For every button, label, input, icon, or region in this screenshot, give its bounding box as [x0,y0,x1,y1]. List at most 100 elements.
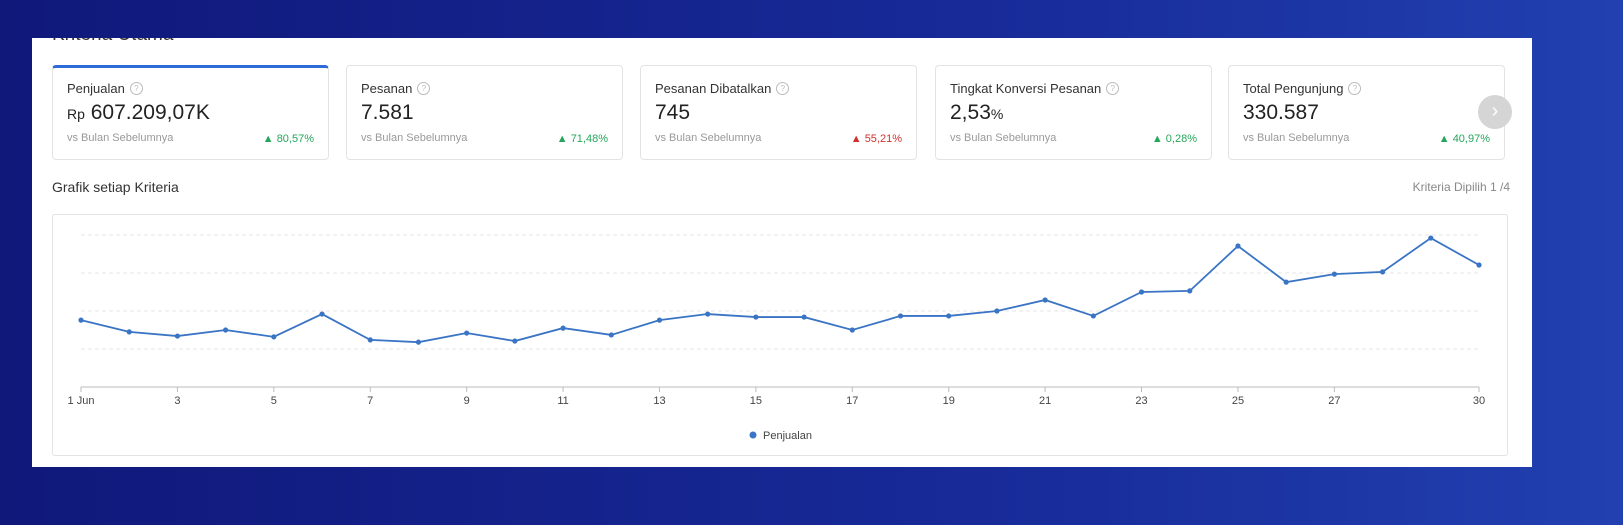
triangle-up-icon: ▲ [850,133,862,145]
x-tick-label: 3 [174,395,180,407]
x-tick-label: 15 [750,395,762,407]
metric-label-text: Total Pengunjung [1243,81,1344,96]
change-value: 55,21% [864,133,902,145]
data-point [512,338,518,344]
data-point [560,325,566,331]
main-panel: Kriteria Utama Penjualan? Rp 607.209,07K… [32,38,1532,467]
x-tick-label: 11 [557,395,568,407]
series-line-penjualan [80,236,1480,344]
x-tick-label: 5 [271,395,277,407]
change-indicator: ▲ 40,97% [1439,133,1490,145]
x-tick-label: 13 [653,395,665,407]
x-tick-label: 1 Jun [68,395,95,407]
change-indicator: ▲ 0,28% [1152,133,1197,145]
data-point [415,339,422,345]
data-point [849,327,855,333]
x-tick-label: 23 [1135,395,1147,407]
currency-prefix: Rp [67,106,85,122]
data-point [223,327,229,333]
triangle-up-icon: ▲ [1151,133,1163,145]
compare-label: vs Bulan Sebelumnya [1243,132,1350,144]
data-point [656,317,663,323]
data-point [1283,279,1289,285]
data-point [1090,313,1096,319]
x-tick-label: 21 [1039,395,1051,407]
x-tick-label: 7 [367,395,373,407]
data-point [994,308,1000,314]
metric-label: Pesanan Dibatalkan? [655,81,790,96]
triangle-up-icon: ▲ [262,133,274,145]
metric-label-text: Tingkat Konversi Pesanan [950,81,1102,96]
criteria-selected-count: Kriteria Dipilih 1 /4 [1412,180,1510,194]
triangle-up-icon: ▲ [1438,133,1450,145]
data-point [1476,262,1482,268]
metric-value: 745 [655,101,690,125]
help-icon[interactable]: ? [417,82,431,95]
data-point [1428,235,1434,241]
help-icon[interactable]: ? [776,82,790,95]
metric-value-text: 2,53 [950,101,991,124]
metric-label-text: Pesanan [361,81,413,96]
help-icon[interactable]: ? [1106,82,1120,95]
x-tick-label: 25 [1232,395,1244,407]
metric-label: Tingkat Konversi Pesanan? [950,81,1120,96]
compare-label: vs Bulan Sebelumnya [67,132,174,144]
data-point [946,313,952,319]
metric-label-text: Penjualan [67,81,125,96]
next-arrow-button[interactable]: › [1478,95,1512,129]
metric-value: 330.587 [1243,101,1319,125]
data-point [319,311,325,317]
change-value: 71,48% [570,133,608,145]
data-point [753,314,759,320]
metric-card-1[interactable]: Pesanan? 7.581 vs Bulan Sebelumnya ▲ 71,… [346,65,623,160]
change-indicator: ▲ 55,21% [851,133,902,145]
metric-label: Total Pengunjung? [1243,81,1362,96]
metric-unit: % [990,106,1004,122]
data-point [271,334,277,340]
data-point [1187,288,1193,294]
help-icon[interactable]: ? [1348,82,1362,95]
metric-value-text: 745 [655,101,691,124]
line-chart: 1 Jun 3 5 7 9 11 13 15 17 19 21 23 25 27 30 Penjualan [68,234,1485,442]
legend-marker [749,431,757,439]
data-point [1235,243,1241,249]
change-value: 40,97% [1452,133,1490,145]
x-tick-label: 30 [1473,395,1485,407]
data-point [608,332,614,338]
compare-label: vs Bulan Sebelumnya [361,132,468,144]
x-tick-label: 19 [943,395,955,407]
metric-label-text: Pesanan Dibatalkan [655,81,772,96]
data-point [897,313,904,319]
metric-card-3[interactable]: Tingkat Konversi Pesanan? 2,53% vs Bulan… [935,65,1212,160]
data-point [174,333,181,339]
metric-value-text: 607.209,07K [90,101,210,124]
data-point [1138,289,1145,295]
data-point [801,314,807,320]
metric-card-4[interactable]: Total Pengunjung? 330.587 vs Bulan Sebel… [1228,65,1505,160]
change-indicator: ▲ 71,48% [557,133,608,145]
section-title: Kriteria Utama [52,38,173,46]
metric-value-text: 330.587 [1243,101,1319,124]
compare-label: vs Bulan Sebelumnya [950,132,1057,144]
change-value: 80,57% [276,133,314,145]
legend-label: Penjualan [763,430,812,442]
data-point [1042,297,1048,303]
metric-value: 2,53% [950,101,1003,125]
data-point [367,337,373,343]
x-tick-label: 17 [846,395,858,407]
metric-card-2[interactable]: Pesanan Dibatalkan? 745 vs Bulan Sebelum… [640,65,917,160]
x-tick-label: 27 [1328,395,1340,407]
data-point [705,311,711,317]
metric-label: Penjualan? [67,81,143,96]
change-value: 0,28% [1165,133,1197,145]
compare-label: vs Bulan Sebelumnya [655,132,762,144]
change-indicator: ▲ 80,57% [263,133,314,145]
data-point [126,329,132,335]
data-point [464,330,470,336]
chart-container: 1 Jun 3 5 7 9 11 13 15 17 19 21 23 25 27 30 Penjualan [52,214,1508,456]
help-icon[interactable]: ? [129,82,143,95]
metric-value: 7.581 [361,101,414,125]
x-tick-label: 9 [464,395,470,407]
metric-card-0[interactable]: Penjualan? Rp 607.209,07K vs Bulan Sebel… [52,65,329,160]
metric-label: Pesanan? [361,81,431,96]
